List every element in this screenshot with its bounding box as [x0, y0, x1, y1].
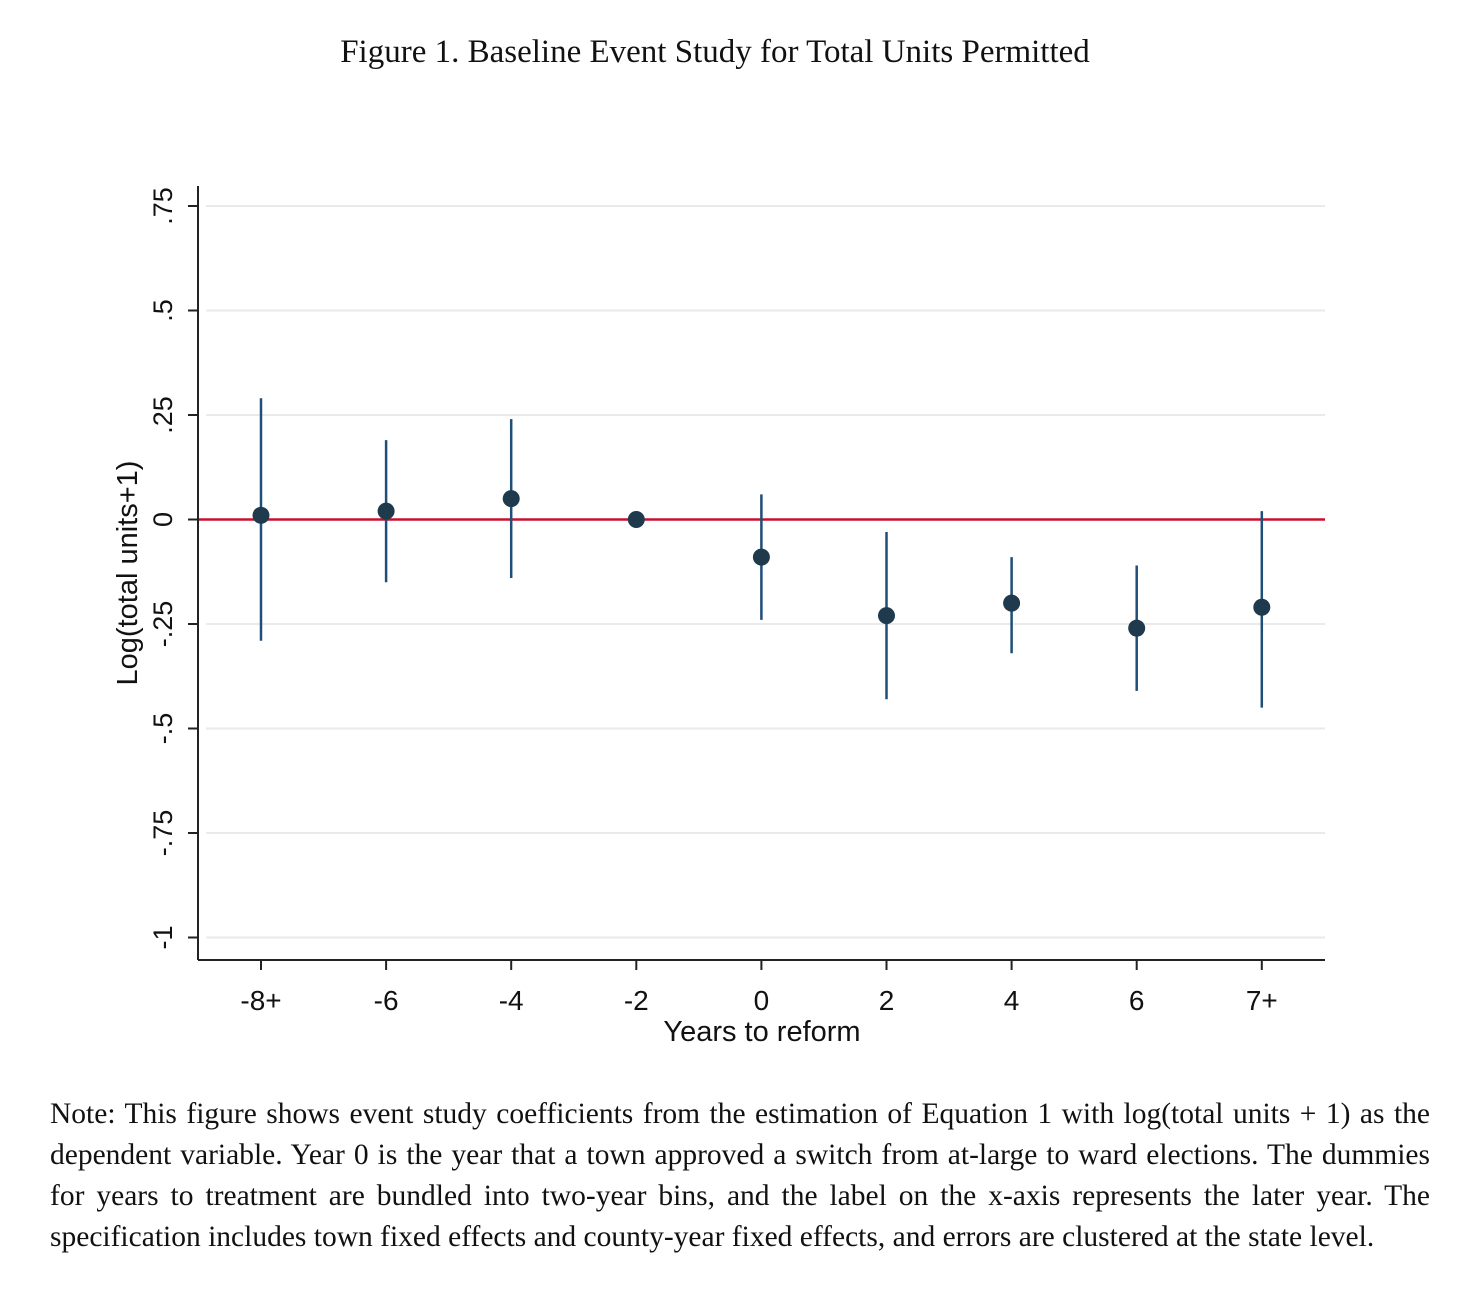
- y-tick-label: .25: [148, 396, 178, 434]
- coefficient-point: [752, 548, 770, 566]
- coefficient-point: [377, 502, 395, 520]
- x-tick-label: -2: [624, 985, 649, 1016]
- x-tick-label: -8+: [240, 985, 281, 1016]
- coefficient-points: [252, 490, 1271, 637]
- y-tick-label: -.25: [148, 601, 178, 648]
- x-tick-label: 2: [879, 985, 895, 1016]
- coefficient-point: [1128, 619, 1146, 637]
- y-axis-title: Log(total units+1): [112, 461, 144, 686]
- x-tick-label: 6: [1129, 985, 1145, 1016]
- x-tick-label: 7+: [1246, 985, 1278, 1016]
- x-tick-label: 4: [1004, 985, 1020, 1016]
- y-tick-label: 0: [148, 512, 178, 527]
- x-tick-label: -6: [374, 985, 399, 1016]
- y-tick-label: -1: [148, 925, 178, 949]
- y-tick-label: -.5: [148, 713, 178, 745]
- x-axis-title: Years to reform: [663, 1016, 860, 1048]
- event-study-chart: .75 .5 .25 0 -.25 -.5 -.75 -1 -8+ -6 -4 -2 0 2 4 6 7+ Y…: [112, 186, 1325, 1048]
- y-tick-label: -.75: [148, 810, 178, 857]
- x-tick-label: 0: [754, 985, 770, 1016]
- coefficient-point: [252, 506, 270, 524]
- x-tick-label: -4: [499, 985, 524, 1016]
- gridlines: [206, 205, 1325, 939]
- coefficient-point: [1253, 598, 1271, 616]
- figure-note: Note: This figure shows event study coef…: [50, 1098, 1430, 1253]
- y-axis-ticks: .75 .5 .25 0 -.25 -.5 -.75 -1: [148, 187, 198, 950]
- coefficient-point: [1003, 594, 1021, 612]
- y-tick-label: .75: [148, 187, 178, 225]
- coefficient-point: [502, 490, 520, 508]
- coefficient-point: [878, 607, 895, 625]
- y-tick-label: .5: [148, 299, 178, 322]
- coefficient-point: [627, 511, 645, 528]
- figure-title: Figure 1. Baseline Event Study for Total…: [340, 34, 1090, 70]
- x-axis-ticks: -8+ -6 -4 -2 0 2 4 6 7+: [240, 960, 1278, 1016]
